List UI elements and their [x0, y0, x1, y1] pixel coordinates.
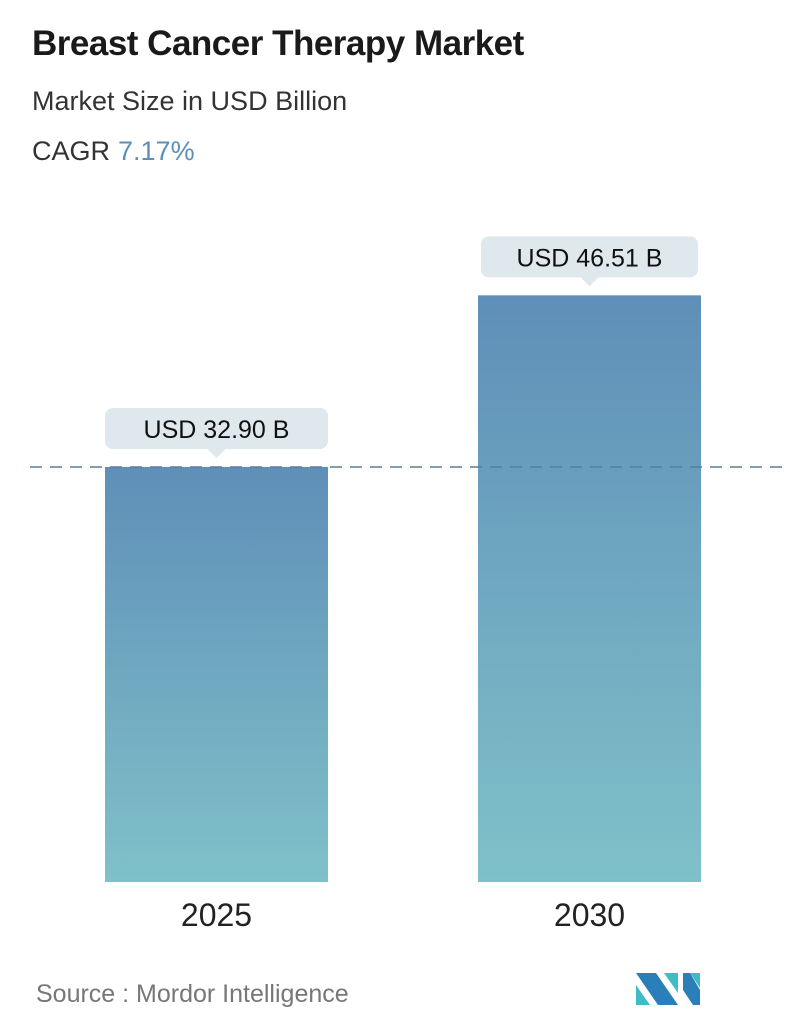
bar-2030	[478, 295, 701, 882]
data-label-pointer	[580, 277, 599, 287]
chart-subtitle: Market Size in USD Billion	[32, 86, 348, 116]
data-label-bg	[481, 236, 698, 278]
x-tick-label: 2030	[554, 897, 625, 933]
cagr: CAGR 7.17%	[32, 136, 195, 167]
cagr-value: 7.17%	[118, 136, 195, 166]
source-text: Source : Mordor Intelligence	[36, 980, 349, 1008]
data-label: USD 46.51 B	[517, 244, 663, 272]
data-label: USD 32.90 B	[144, 416, 290, 444]
bar-2025	[105, 467, 328, 882]
data-label-pointer	[207, 449, 226, 458]
chart-title: Breast Cancer Therapy Market	[32, 24, 524, 63]
cagr-label: CAGR	[32, 136, 111, 166]
x-tick-label: 2025	[181, 897, 252, 933]
data-label-bg	[105, 408, 328, 449]
